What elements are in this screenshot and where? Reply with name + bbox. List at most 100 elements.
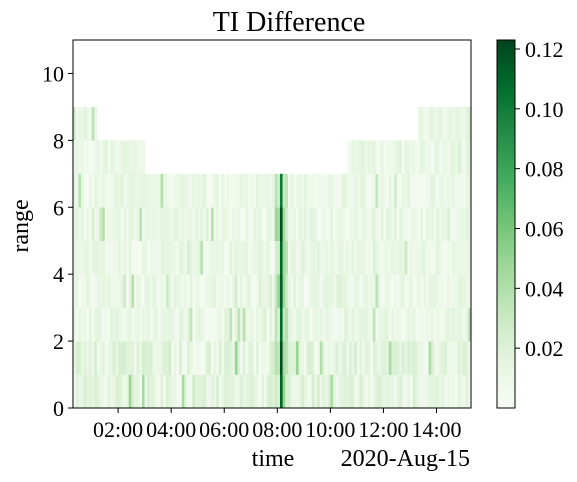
heatmap-cell [460, 140, 464, 175]
heatmap-cell [128, 207, 132, 242]
heatmap-cell [402, 341, 405, 375]
heatmap-cell [447, 173, 451, 208]
heatmap-cell [86, 140, 90, 175]
heatmap-cell [295, 173, 299, 208]
heatmap-cell [441, 240, 445, 275]
heatmap-cell [301, 307, 305, 342]
heatmap-cell [131, 173, 135, 208]
heatmap-cell [279, 307, 283, 342]
heatmap-cell [425, 240, 429, 275]
heatmap-cell [210, 307, 214, 342]
heatmap-cell [298, 274, 302, 308]
heatmap-cell [253, 341, 257, 375]
heatmap-cell [86, 106, 90, 141]
heatmap-cell [107, 374, 111, 408]
heatmap-cell [242, 240, 246, 275]
heatmap-cell [147, 240, 151, 275]
heatmap-cell [436, 173, 440, 208]
heatmap-cell [86, 341, 90, 375]
heatmap-cell [298, 374, 302, 408]
heatmap-cell [75, 240, 79, 275]
heatmap-cell [335, 240, 339, 275]
heatmap-cell [200, 207, 204, 242]
heatmap-cell [134, 374, 137, 408]
heatmap-cell [78, 307, 82, 342]
heatmap-cell [88, 341, 92, 375]
heatmap-cell [131, 207, 135, 242]
heatmap-cell [439, 106, 443, 141]
heatmap-cell [104, 173, 108, 208]
heatmap-cell [141, 173, 145, 208]
heatmap-cell [285, 341, 289, 375]
heatmap-cell [425, 207, 429, 242]
heatmap-cell [264, 374, 267, 408]
heatmap-cell [160, 207, 164, 242]
heatmap-cell [91, 374, 95, 408]
x-tick-label: 06:00 [199, 417, 249, 442]
heatmap-cell [99, 374, 103, 408]
heatmap-cell [314, 173, 318, 208]
heatmap-cell [415, 341, 419, 375]
heatmap-cell [272, 173, 275, 208]
heatmap-cell [181, 240, 185, 275]
heatmap-cell [396, 374, 400, 408]
heatmap-cell [380, 207, 384, 242]
heatmap-cell [155, 341, 159, 375]
heatmap-cell [364, 173, 368, 208]
heatmap-cell [266, 274, 270, 308]
heatmap-cell [348, 207, 352, 242]
heatmap-cell [234, 374, 238, 408]
heatmap-cell [155, 374, 159, 408]
heatmap-cell [232, 207, 236, 242]
heatmap-cell [409, 374, 413, 408]
heatmap-cell [248, 341, 252, 375]
heatmap-cell [439, 307, 443, 342]
heatmap-cell [173, 173, 177, 208]
heatmap-cell [386, 374, 390, 408]
heatmap-cell [325, 274, 329, 308]
heatmap-cell [463, 341, 466, 375]
heatmap-cell [356, 140, 360, 175]
heatmap-cell [282, 341, 286, 375]
heatmap-cell [423, 307, 427, 342]
heatmap-cell [370, 341, 374, 375]
heatmap-cell [134, 240, 137, 275]
heatmap-cell [168, 207, 172, 242]
heatmap-cell [394, 307, 397, 342]
heatmap-cell [224, 173, 228, 208]
heatmap-cell [412, 274, 416, 308]
heatmap-cell [195, 307, 198, 342]
heatmap-cell [144, 341, 148, 375]
heatmap-cell [253, 207, 257, 242]
heatmap-cell [425, 374, 429, 408]
heatmap-cell [94, 240, 98, 275]
heatmap-cell [163, 240, 167, 275]
heatmap-cell [123, 374, 127, 408]
heatmap-cell [168, 173, 172, 208]
heatmap-cell [272, 341, 275, 375]
heatmap-cell [335, 374, 339, 408]
heatmap-cell [460, 341, 464, 375]
heatmap-cell [383, 140, 387, 175]
y-tick-label: 8 [53, 128, 64, 153]
heatmap-cell [370, 207, 374, 242]
heatmap-cell [160, 274, 164, 308]
heatmap-cell [213, 374, 217, 408]
heatmap-cell [213, 341, 217, 375]
heatmap-cell [250, 173, 254, 208]
heatmap-cell [322, 240, 326, 275]
heatmap-cell [346, 173, 350, 208]
heatmap-cell [269, 307, 273, 342]
heatmap-cell [423, 173, 427, 208]
heatmap-cell [163, 274, 167, 308]
heatmap-cell [115, 173, 119, 208]
heatmap-cell [465, 106, 469, 141]
heatmap-cell [415, 140, 419, 175]
heatmap-cell [160, 341, 164, 375]
heatmap-cell [184, 274, 188, 308]
heatmap-cell [168, 274, 172, 308]
heatmap-cell [333, 173, 336, 208]
heatmap-cell [112, 374, 116, 408]
heatmap-cell [359, 374, 363, 408]
heatmap-cell [197, 341, 201, 375]
